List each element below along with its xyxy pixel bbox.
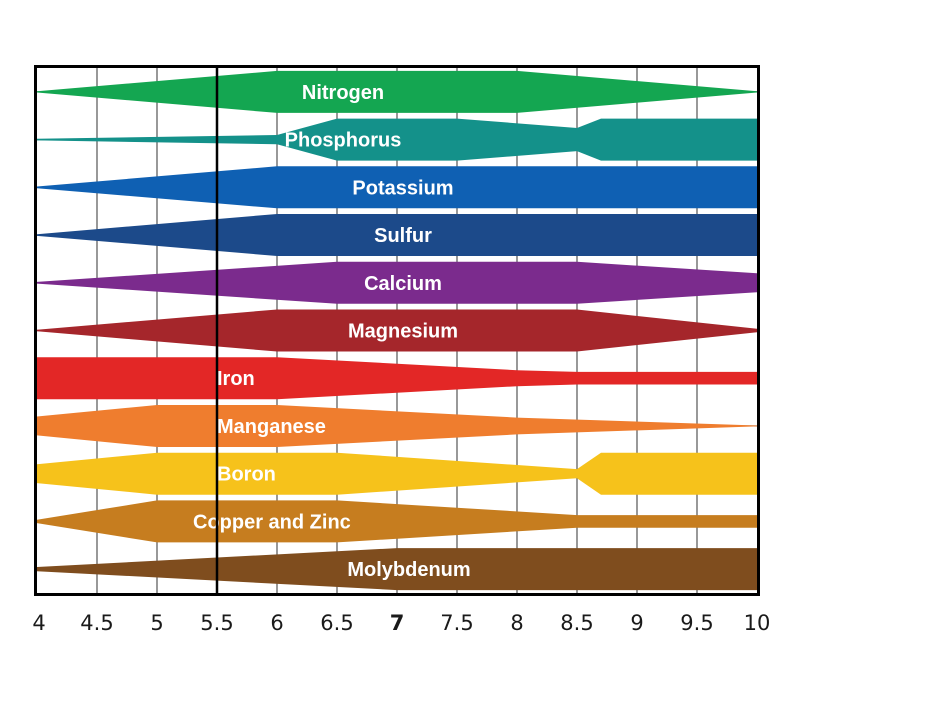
plot-frame (34, 65, 760, 596)
x-tick-label-7: 7.5 (440, 611, 473, 635)
band-label-iron: Iron (217, 368, 255, 390)
x-tick-label-4: 6 (270, 611, 283, 635)
nutrient-labels: Nitrogen Phosphorus Potassium Sulfur Calcium… (193, 82, 471, 581)
band-label-molybdenum: Molybdenum (347, 559, 470, 581)
band-phosphorus (37, 118, 757, 161)
band-label-nitrogen: Nitrogen (302, 82, 384, 104)
x-tick-label-11: 9.5 (680, 611, 713, 635)
band-label-calcium: Calcium (364, 273, 442, 295)
x-tick-label-10: 9 (630, 611, 643, 635)
x-tick-label-12: 10 (744, 611, 771, 635)
x-tick-label-3: 5.5 (200, 611, 233, 635)
band-label-copper-and-zinc: Copper and Zinc (193, 511, 351, 533)
x-tick-label-5: 6.5 (320, 611, 353, 635)
band-boron (37, 452, 757, 495)
x-tick-label-8: 8 (510, 611, 523, 635)
band-label-magnesium: Magnesium (348, 321, 458, 343)
band-label-boron: Boron (217, 464, 276, 486)
band-label-potassium: Potassium (352, 177, 453, 199)
band-label-sulfur: Sulfur (374, 225, 432, 247)
band-label-phosphorus: Phosphorus (285, 130, 402, 152)
x-axis-ticks: 4 4.5 5 5.5 6 6.5 7 7.5 8 8.5 9 9.5 10 (32, 611, 770, 635)
x-tick-label-6: 7 (390, 611, 405, 635)
x-tick-label-9: 8.5 (560, 611, 593, 635)
band-label-manganese: Manganese (217, 416, 326, 438)
x-tick-label-2: 5 (150, 611, 163, 635)
x-tick-label-0: 4 (32, 611, 45, 635)
x-tick-label-1: 4.5 (80, 611, 113, 635)
